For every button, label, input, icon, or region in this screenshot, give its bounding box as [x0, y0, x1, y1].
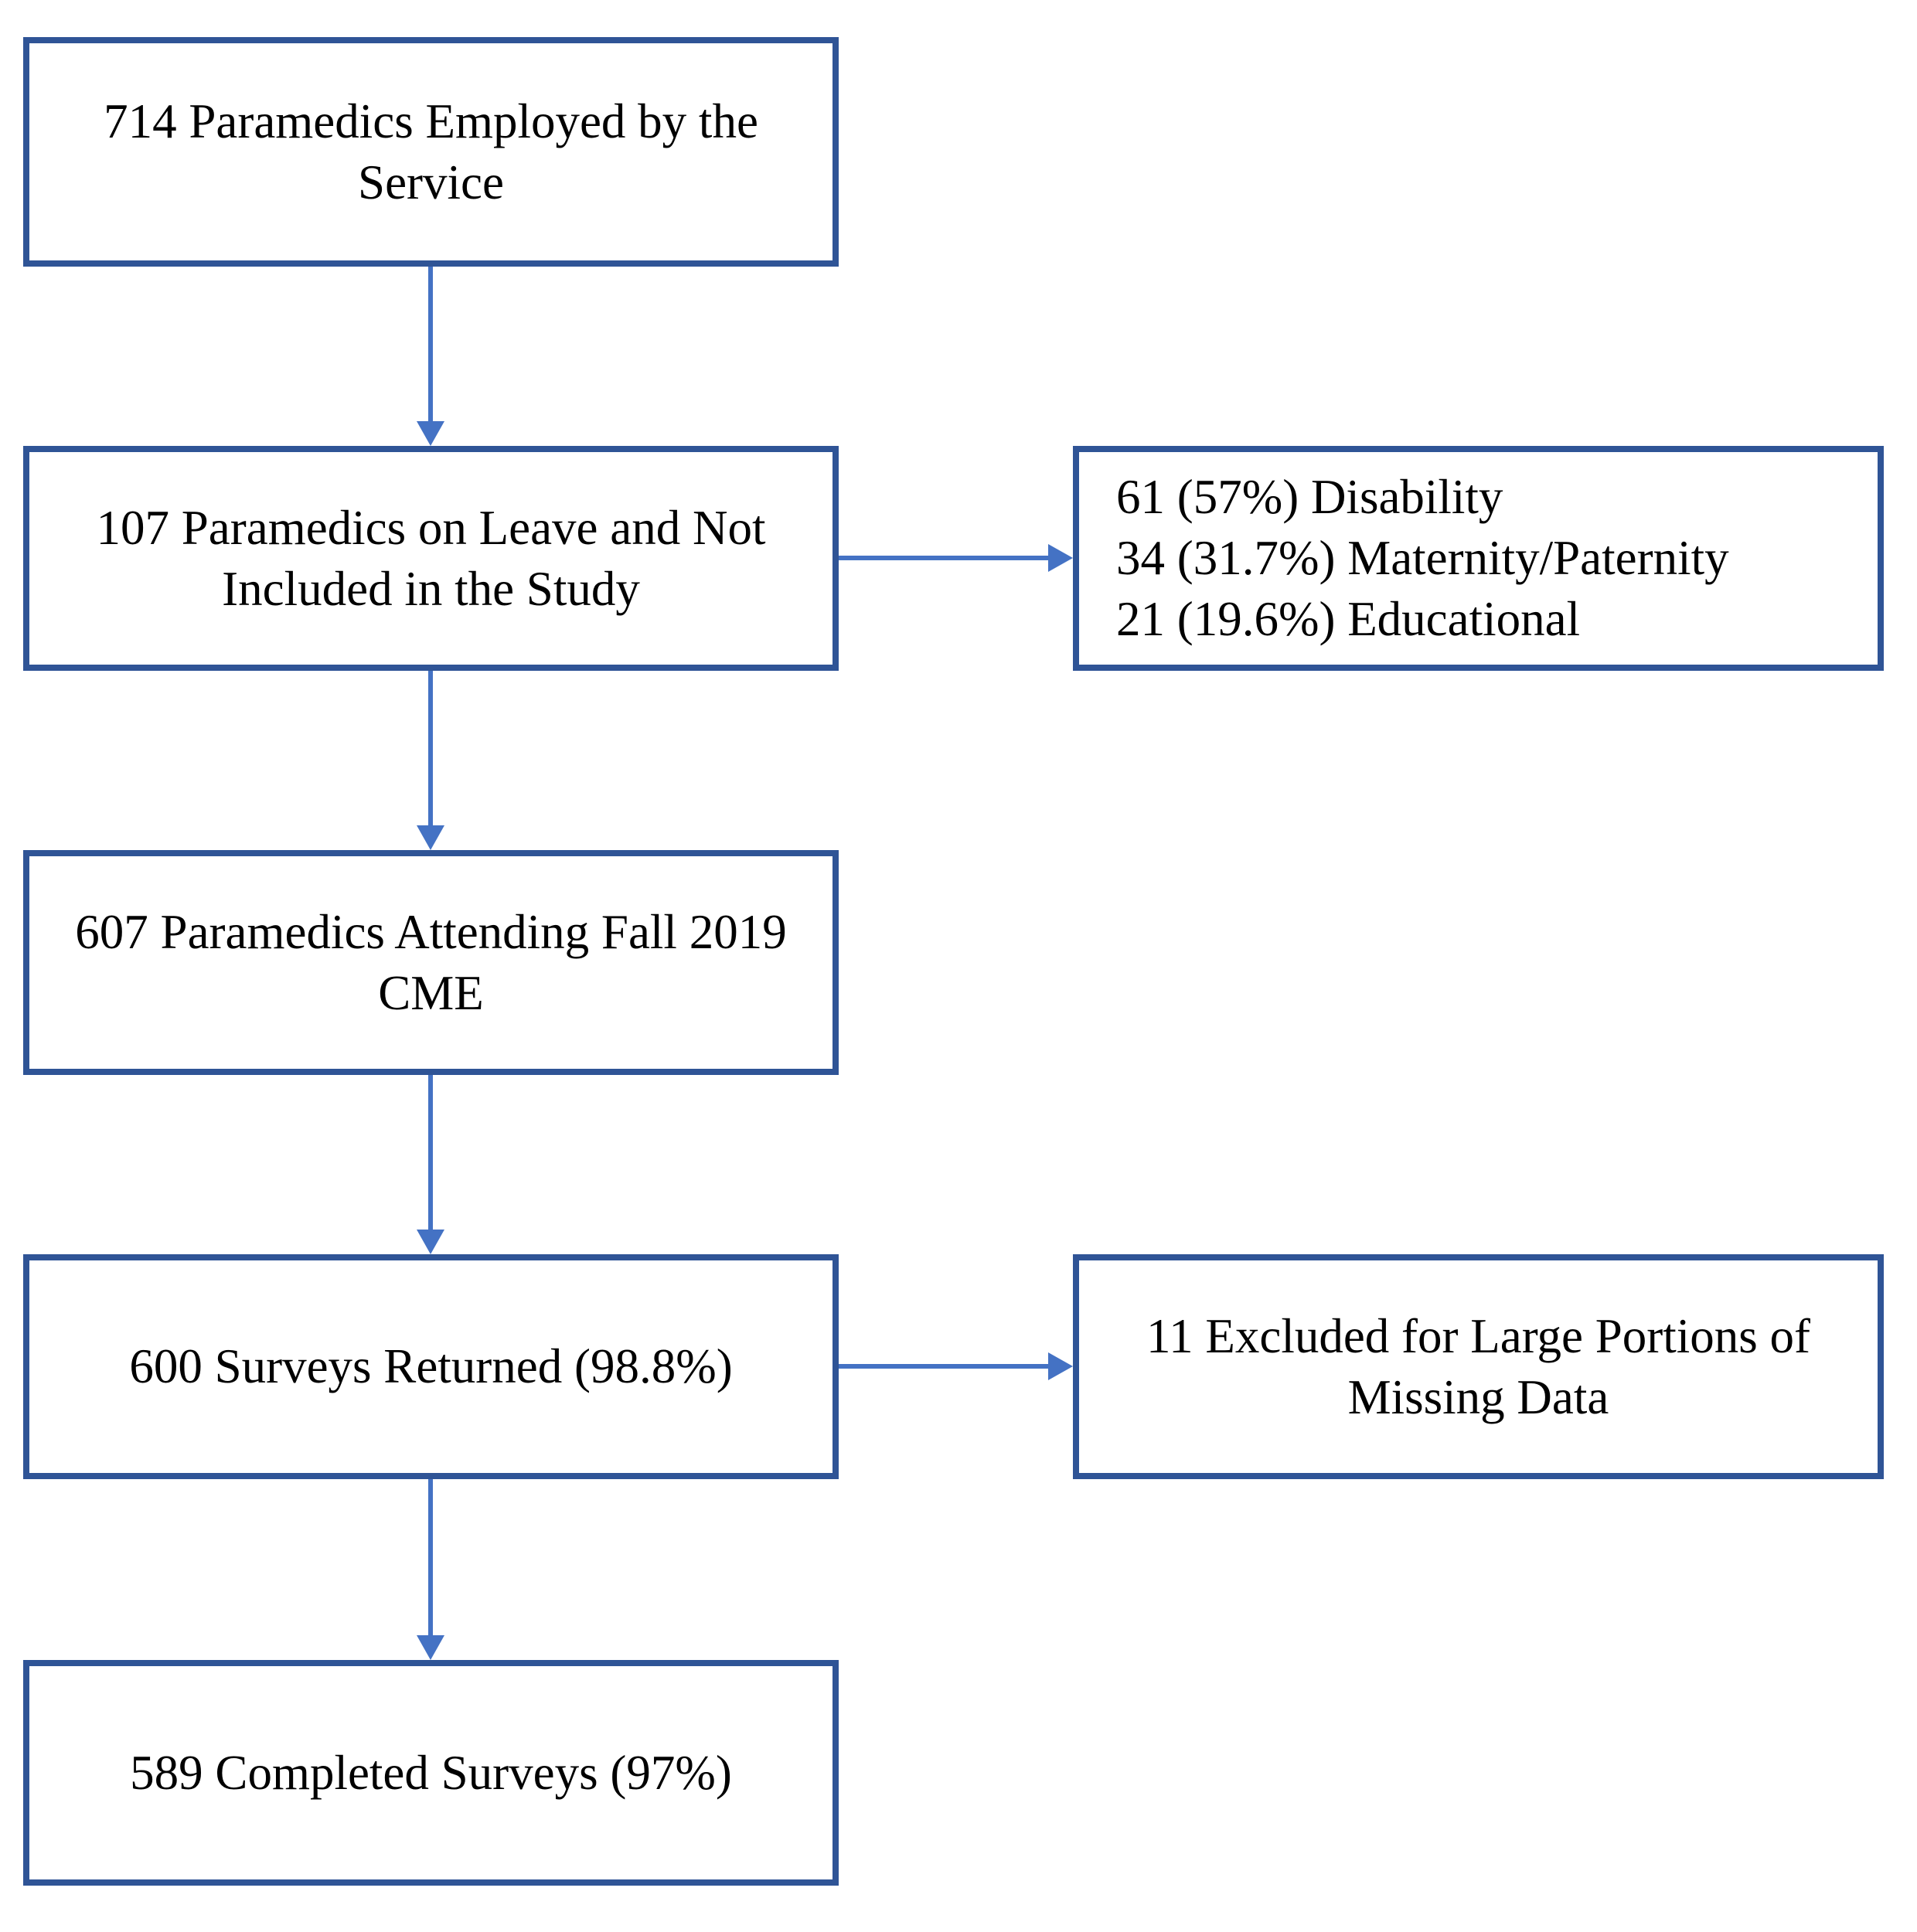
box-text-line: 607 Paramedics Attending Fall 2019: [75, 904, 787, 959]
box-text-line: 21 (19.6%) Educational: [1116, 592, 1581, 646]
arrow-returned-to-excluded: [839, 1352, 1073, 1380]
box-text-line: Included in the Study: [222, 561, 640, 616]
box-paramedics-on-leave: 107 Paramedics on Leave and Not Included…: [23, 446, 839, 671]
arrow-returned-to-completed: [417, 1479, 444, 1660]
box-text-line: 600 Surveys Returned (98.8%): [129, 1339, 733, 1393]
box-text-line: 61 (57%) Disability: [1116, 470, 1503, 524]
box-text-line: 34 (31.7%) Maternity/Paternity: [1116, 531, 1729, 585]
box-text-line: 107 Paramedics on Leave and Not: [96, 500, 766, 555]
box-leave-reasons: 61 (57%) Disability 34 (31.7%) Maternity…: [1073, 446, 1884, 671]
arrow-down-icon: [417, 1230, 444, 1254]
box-text-line: 11 Excluded for Large Portions of: [1146, 1308, 1811, 1363]
arrow-employed-to-onleave: [417, 267, 444, 446]
box-text-line: Service: [358, 155, 504, 209]
arrow-right-icon: [1048, 544, 1073, 572]
box-text-line: Missing Data: [1347, 1369, 1609, 1424]
box-surveys-excluded: 11 Excluded for Large Portions of Missin…: [1073, 1254, 1884, 1479]
box-text-line: 714 Paramedics Employed by the: [104, 94, 758, 148]
arrow-attending-to-returned: [417, 1075, 444, 1254]
box-surveys-completed: 589 Completed Surveys (97%): [23, 1660, 839, 1886]
box-text-line: 589 Completed Surveys (97%): [130, 1745, 732, 1800]
box-paramedics-employed: 714 Paramedics Employed by the Service: [23, 37, 839, 267]
arrow-down-icon: [417, 825, 444, 850]
arrow-onleave-to-attending: [417, 671, 444, 850]
box-surveys-returned: 600 Surveys Returned (98.8%): [23, 1254, 839, 1479]
arrow-down-icon: [417, 421, 444, 446]
arrow-onleave-to-leave-reasons: [839, 544, 1073, 572]
box-paramedics-attending-cme: 607 Paramedics Attending Fall 2019 CME: [23, 850, 839, 1075]
arrow-down-icon: [417, 1635, 444, 1660]
arrow-right-icon: [1048, 1352, 1073, 1380]
box-text-line: CME: [378, 965, 484, 1020]
